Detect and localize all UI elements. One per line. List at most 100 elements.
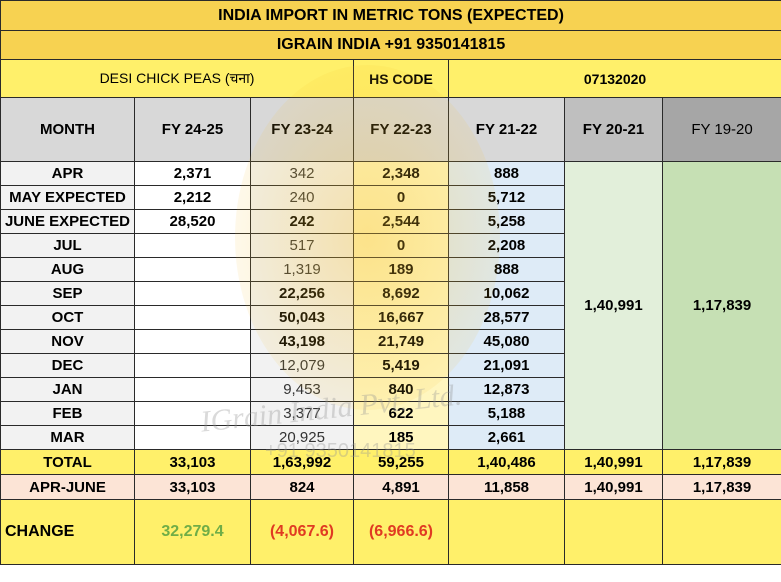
fy2122-cell: 888: [448, 257, 565, 282]
subheader-row: DESI CHICK PEAS (चना) HS CODE 07132020: [0, 59, 781, 98]
fy2324-cell: 1,319: [250, 257, 354, 282]
fy2324-cell: 342: [250, 161, 354, 186]
fy2122-cell: 2,661: [448, 425, 565, 450]
fy2223-cell: 5,419: [353, 353, 449, 378]
title-line-1: INDIA IMPORT IN METRIC TONS (EXPECTED): [0, 0, 781, 31]
fy2324-cell: 240: [250, 185, 354, 210]
fy2223-cell: 2,348: [353, 161, 449, 186]
fy2324-cell: 242: [250, 209, 354, 234]
fy2425-cell: [134, 329, 251, 354]
fy2122-cell: 888: [448, 161, 565, 186]
table-row: JUL 517 0 2,208: [0, 233, 781, 258]
month-cell: MAR: [0, 425, 135, 450]
change-empty-cell: [564, 499, 663, 565]
table-row: MAR 20,925 185 2,661: [0, 425, 781, 450]
change-empty-cell: [448, 499, 565, 565]
fy2324-cell: 50,043: [250, 305, 354, 330]
fy2223-cell: 0: [353, 185, 449, 210]
fy2122-cell: 45,080: [448, 329, 565, 354]
fy2122-cell: 28,577: [448, 305, 565, 330]
fy2122-cell: 2,208: [448, 233, 565, 258]
fy2122-cell: 21,091: [448, 353, 565, 378]
month-cell: SEP: [0, 281, 135, 306]
fy2122-cell: 5,188: [448, 401, 565, 426]
total-row-value: 33,103: [134, 449, 251, 475]
total-row-value: 59,255: [353, 449, 449, 475]
fy2324-cell: 20,925: [250, 425, 354, 450]
change-fy2324: (4,067.6): [250, 499, 354, 565]
apr-june-row-value: 33,103: [134, 474, 251, 500]
fy2122-cell: 5,712: [448, 185, 565, 210]
month-cell: APR: [0, 161, 135, 186]
change-fy2425: 32,279.4: [134, 499, 251, 565]
month-cell: AUG: [0, 257, 135, 282]
change-row: CHANGE 32,279.4 (4,067.6) (6,966.6): [0, 499, 781, 565]
month-cell: MAY EXPECTED: [0, 185, 135, 210]
apr-june-row-value: 4,891: [353, 474, 449, 500]
apr-june-row-value: 11,858: [448, 474, 565, 500]
fy2324-cell: 12,079: [250, 353, 354, 378]
fy2425-cell: [134, 257, 251, 282]
table-row: DEC 12,079 5,419 21,091: [0, 353, 781, 378]
month-cell: JUNE EXPECTED: [0, 209, 135, 234]
fy2223-cell: 16,667: [353, 305, 449, 330]
fy2425-cell: [134, 353, 251, 378]
column-header-row: MONTH FY 24-25 FY 23-24 FY 22-23 FY 21-2…: [0, 97, 781, 162]
month-cell: DEC: [0, 353, 135, 378]
title-row-1: INDIA IMPORT IN METRIC TONS (EXPECTED): [0, 0, 781, 31]
table-row: JAN 9,453 840 12,873: [0, 377, 781, 402]
month-cell: NOV: [0, 329, 135, 354]
fy2122-cell: 5,258: [448, 209, 565, 234]
commodity-label: DESI CHICK PEAS (चना): [0, 59, 354, 98]
total-row: TOTAL 33,103 1,63,992 59,255 1,40,486 1,40,99…: [0, 449, 781, 475]
total-row-value: 1,63,992: [250, 449, 354, 475]
fy2425-cell: [134, 377, 251, 402]
title-line-2: IGRAIN INDIA +91 9350141815: [0, 30, 781, 60]
month-cell: JAN: [0, 377, 135, 402]
month-cell: JUL: [0, 233, 135, 258]
fy2122-cell: 12,873: [448, 377, 565, 402]
col-header-fy2223: FY 22-23: [353, 97, 449, 162]
fy2324-cell: 3,377: [250, 401, 354, 426]
import-table: INDIA IMPORT IN METRIC TONS (EXPECTED) I…: [0, 0, 781, 565]
change-empty-cell: [661, 499, 781, 565]
change-fy2223: (6,966.6): [353, 499, 449, 565]
fy1920-merged-cell: 1,17,839: [661, 161, 781, 450]
total-row-value: 1,17,839: [661, 449, 781, 475]
col-header-fy2122: FY 21-22: [448, 97, 565, 162]
total-row-label: TOTAL: [0, 449, 135, 475]
change-label: CHANGE: [0, 499, 135, 565]
total-row-value: 1,40,486: [448, 449, 565, 475]
fy2425-cell: [134, 401, 251, 426]
title-row-2: IGRAIN INDIA +91 9350141815: [0, 30, 781, 60]
table-row: FEB 3,377 622 5,188: [0, 401, 781, 426]
fy2223-cell: 0: [353, 233, 449, 258]
fy2324-cell: 517: [250, 233, 354, 258]
fy2223-cell: 2,544: [353, 209, 449, 234]
hs-code-value: 07132020: [447, 59, 781, 98]
fy2122-cell: 10,062: [448, 281, 565, 306]
fy2425-cell: [134, 305, 251, 330]
col-header-fy1920: FY 19-20: [661, 97, 781, 162]
col-header-fy2021: FY 20-21: [564, 97, 663, 162]
month-cell: OCT: [0, 305, 135, 330]
fy2425-cell: [134, 233, 251, 258]
fy2223-cell: 21,749: [353, 329, 449, 354]
fy2324-cell: 9,453: [250, 377, 354, 402]
fy2223-cell: 622: [353, 401, 449, 426]
table-row: APR 2,371 342 2,348 888 1,40,991 1,17,839: [0, 161, 781, 450]
fy2223-cell: 8,692: [353, 281, 449, 306]
fy2223-cell: 185: [353, 425, 449, 450]
apr-june-row-value: 1,17,839: [661, 474, 781, 500]
apr-june-row-value: 824: [250, 474, 354, 500]
fy2425-cell: [134, 425, 251, 450]
col-header-fy2324: FY 23-24: [250, 97, 354, 162]
fy2021-merged-cell: 1,40,991: [564, 161, 663, 450]
col-header-month: MONTH: [0, 97, 135, 162]
total-row-value: 1,40,991: [564, 449, 663, 475]
fy2223-cell: 840: [353, 377, 449, 402]
hs-code-label: HS CODE: [353, 59, 449, 98]
col-header-fy2425: FY 24-25: [134, 97, 251, 162]
table-row: MAY EXPECTED 2,212 240 0 5,712: [0, 185, 781, 210]
fy2425-cell: [134, 281, 251, 306]
